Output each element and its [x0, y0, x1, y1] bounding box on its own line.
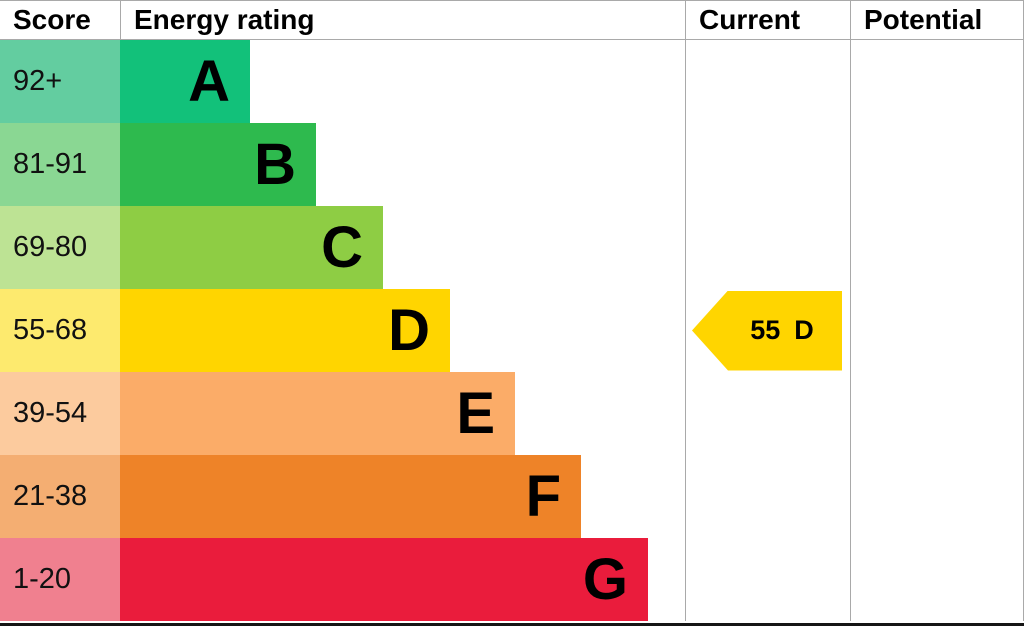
- score-cell: 55-68: [0, 289, 120, 372]
- current-letter: D: [794, 315, 814, 345]
- band-row: 55-68 D 55 D: [0, 289, 1024, 372]
- rating-letter: E: [456, 380, 495, 446]
- rating-bar: B: [120, 123, 316, 206]
- current-cell: [685, 372, 850, 455]
- band-row: 69-80 C: [0, 206, 1024, 289]
- potential-cell: [850, 123, 1024, 206]
- current-cell: [685, 538, 850, 621]
- header-score: Score: [13, 4, 91, 35]
- score-label: 21-38: [13, 480, 88, 512]
- rating-area: C: [120, 206, 685, 289]
- rating-bar: C: [120, 206, 383, 289]
- rating-area: G: [120, 538, 685, 621]
- rating-letter: A: [188, 48, 230, 114]
- header-energy-rating: Energy rating: [120, 1, 685, 39]
- score-label: 81-91: [13, 148, 88, 180]
- score-cell: 39-54: [0, 372, 120, 455]
- rating-letter: F: [525, 463, 561, 529]
- current-cell: [685, 206, 850, 289]
- potential-cell: [850, 372, 1024, 455]
- score-cell: 1-20: [0, 538, 120, 621]
- rating-area: A: [120, 40, 685, 123]
- score-cell: 69-80: [0, 206, 120, 289]
- potential-cell: [850, 455, 1024, 538]
- current-cell: [685, 455, 850, 538]
- score-label: 55-68: [13, 314, 88, 346]
- rating-area: F: [120, 455, 685, 538]
- band-row: 39-54 E: [0, 372, 1024, 455]
- potential-cell: [850, 538, 1024, 621]
- rating-area: E: [120, 372, 685, 455]
- score-label: 1-20: [13, 563, 72, 595]
- score-cell: 81-91: [0, 123, 120, 206]
- rating-bar: F: [120, 455, 581, 538]
- header-current: Current: [685, 1, 850, 39]
- rating-bar: A: [120, 40, 250, 123]
- current-cell: 55 D: [685, 289, 850, 372]
- rating-bar: E: [120, 372, 515, 455]
- current-rating-arrow: 55 D: [692, 290, 842, 371]
- potential-cell: [850, 40, 1024, 123]
- rating-area: D: [120, 289, 685, 372]
- rating-area: B: [120, 123, 685, 206]
- header-row: Score Energy rating Current Potential: [0, 1, 1024, 40]
- band-row: 81-91 B: [0, 123, 1024, 206]
- score-label: 39-54: [13, 397, 88, 429]
- rating-letter: D: [388, 297, 430, 363]
- potential-cell: [850, 289, 1024, 372]
- band-row: 21-38 F: [0, 455, 1024, 538]
- score-cell: 92+: [0, 40, 120, 123]
- current-cell: [685, 123, 850, 206]
- score-label: 69-80: [13, 231, 88, 263]
- score-cell: 21-38: [0, 455, 120, 538]
- band-row: 1-20 G: [0, 538, 1024, 621]
- current-cell: [685, 40, 850, 123]
- rating-bar: D: [120, 289, 450, 372]
- rating-letter: B: [254, 131, 296, 197]
- rating-bar: G: [120, 538, 648, 621]
- potential-cell: [850, 206, 1024, 289]
- score-label: 92+: [13, 65, 63, 97]
- header-potential: Potential: [850, 1, 1024, 39]
- current-value: 55: [750, 315, 781, 345]
- rating-letter: C: [321, 214, 363, 280]
- band-row: 92+ A: [0, 40, 1024, 123]
- rating-letter: G: [582, 546, 628, 612]
